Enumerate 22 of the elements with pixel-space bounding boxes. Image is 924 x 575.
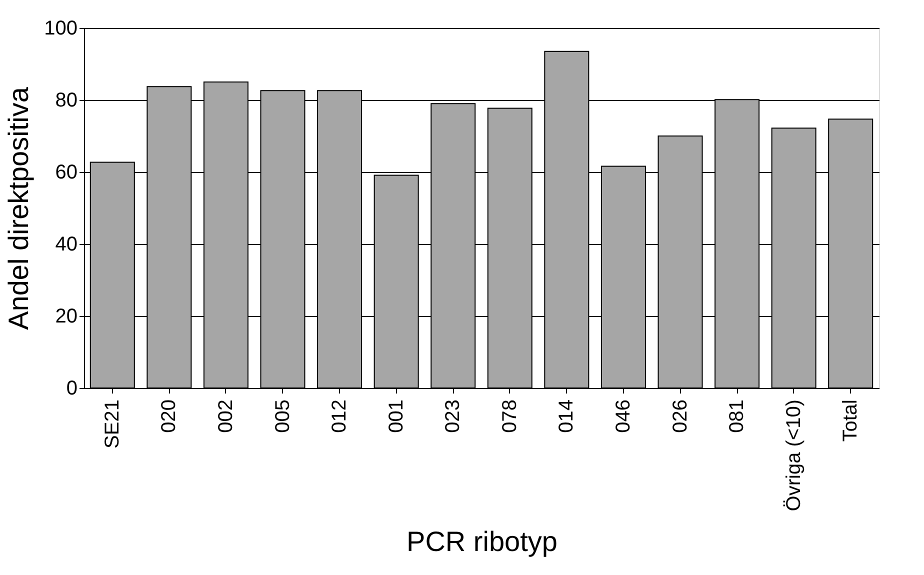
- x-tick-label: 012: [328, 400, 351, 433]
- x-tick-label: Övriga (<10): [782, 400, 805, 512]
- x-tick-label: 020: [158, 400, 180, 433]
- x-tick-label: 005: [272, 400, 294, 433]
- y-axis-title: Andel direktpositiva: [3, 86, 34, 330]
- y-tick-label: 60: [55, 162, 78, 184]
- x-tick-label: 002: [214, 400, 237, 433]
- x-tick-label: 046: [612, 400, 634, 433]
- x-tick-label: 001: [385, 400, 408, 433]
- x-tick-label: 026: [669, 400, 692, 433]
- x-tick-label: 078: [498, 400, 521, 433]
- x-tick-label: Total: [840, 400, 862, 442]
- x-tick-label: 023: [442, 400, 464, 433]
- y-tick-label: 80: [55, 90, 78, 112]
- y-tick-label: 0: [66, 378, 78, 400]
- y-tick-label: 20: [55, 306, 78, 328]
- x-tick-label: 014: [556, 400, 578, 433]
- y-tick-label: 40: [55, 234, 78, 256]
- y-tick-label: 100: [44, 18, 78, 40]
- x-axis-title: PCR ribotyp: [406, 526, 558, 558]
- x-tick-label: SE21: [101, 400, 124, 448]
- x-tick-label: 081: [726, 400, 748, 433]
